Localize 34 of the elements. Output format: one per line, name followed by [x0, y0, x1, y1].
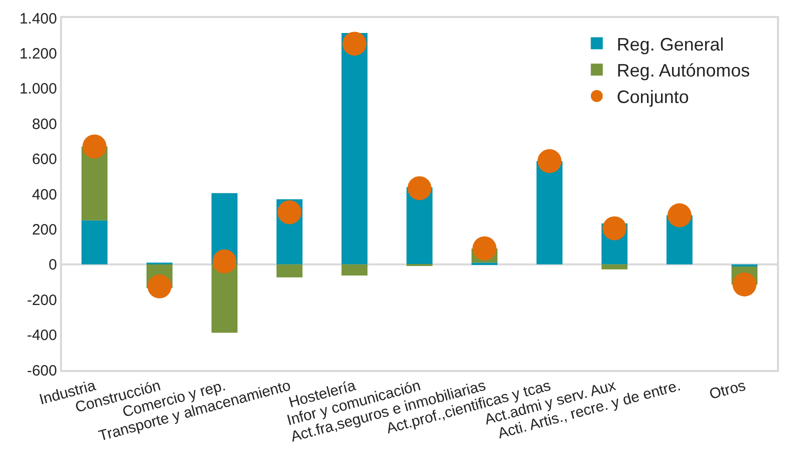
y-tick-label: 200 [32, 221, 57, 238]
y-tick-label: 1.200 [19, 45, 57, 62]
legend-label: Reg. General [616, 34, 724, 54]
point [148, 274, 172, 298]
point [602, 216, 626, 240]
y-tick-label: 600 [32, 151, 57, 168]
bar [82, 220, 108, 264]
point [212, 249, 236, 274]
bar [276, 264, 302, 278]
point [732, 272, 756, 296]
point [472, 236, 496, 260]
legend-label: Conjunto [616, 87, 689, 108]
y-tick-label: 400 [32, 186, 57, 204]
point [82, 134, 106, 158]
y-tick-label: 1.400 [19, 10, 57, 28]
y-tick-label: -200 [26, 292, 57, 309]
y-tick-label: -400 [26, 327, 57, 344]
bar [536, 161, 562, 264]
y-tick-label: 1.000 [19, 80, 57, 98]
bar [342, 32, 368, 264]
bar [732, 264, 758, 267]
point [538, 149, 562, 174]
legend-label: Reg. Autónomos [616, 60, 750, 81]
bar [342, 264, 368, 276]
y-tick-label: 0 [48, 256, 57, 274]
bar [602, 264, 628, 270]
point [408, 176, 432, 200]
y-tick-label: 800 [32, 116, 57, 133]
point [668, 203, 692, 228]
bar [212, 264, 238, 333]
x-tick-label: Otros [708, 377, 748, 404]
point [278, 200, 302, 224]
point [342, 32, 366, 56]
y-tick-label: -600 [26, 362, 57, 380]
